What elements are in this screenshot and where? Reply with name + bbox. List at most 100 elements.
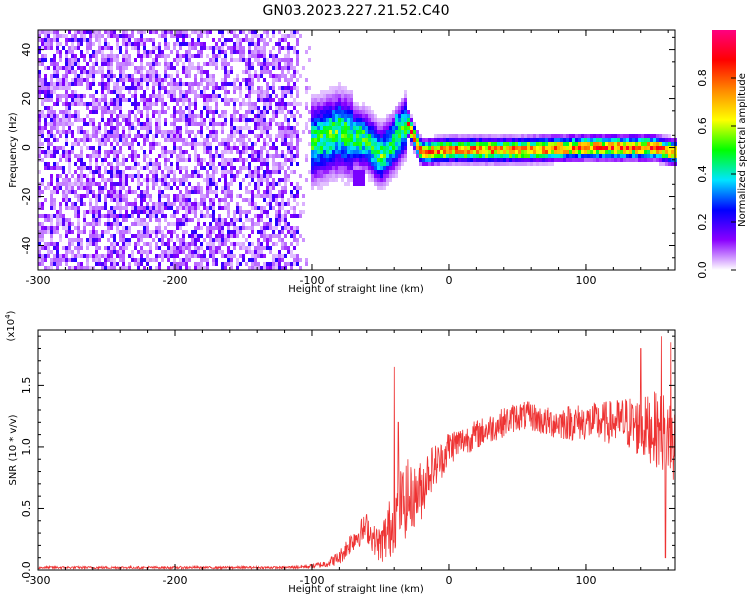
heatmap-cell <box>659 162 662 166</box>
heatmap-cell <box>245 238 248 242</box>
heatmap-cell <box>236 194 239 198</box>
heatmap-cell <box>140 98 143 102</box>
heatmap-cell <box>515 158 518 162</box>
heatmap-cell <box>236 158 239 162</box>
heatmap-cell <box>230 38 233 42</box>
heatmap-cell <box>293 74 296 78</box>
heatmap-cell <box>134 166 137 170</box>
heatmap-cell <box>71 114 74 118</box>
heatmap-cell <box>242 118 245 122</box>
heatmap-cell <box>65 198 68 202</box>
heatmap-cell <box>539 154 542 158</box>
heatmap-cell <box>329 126 332 130</box>
heatmap-cell <box>209 174 212 178</box>
heatmap-cell <box>203 178 206 182</box>
heatmap-cell <box>38 242 41 246</box>
heatmap-cell <box>317 182 320 186</box>
heatmap-cell <box>44 74 47 78</box>
heatmap-cell <box>83 54 86 58</box>
heatmap-cell <box>218 226 221 230</box>
heatmap-cell <box>86 242 89 246</box>
heatmap-cell <box>161 170 164 174</box>
heatmap-cell <box>110 206 113 210</box>
heatmap-cell <box>50 82 53 86</box>
heatmap-cell <box>380 118 383 122</box>
heatmap-cell <box>242 242 245 246</box>
heatmap-cell <box>536 158 539 162</box>
heatmap-cell <box>356 150 359 154</box>
heatmap-cell <box>509 142 512 146</box>
heatmap-cell <box>278 126 281 130</box>
heatmap-cell <box>68 238 71 242</box>
heatmap-cell <box>44 38 47 42</box>
heatmap-cell <box>95 234 98 238</box>
heatmap-cell <box>77 78 80 82</box>
heatmap-cell <box>257 98 260 102</box>
heatmap-cell <box>152 206 155 210</box>
heatmap-cell <box>551 134 554 138</box>
heatmap-cell <box>488 134 491 138</box>
heatmap-cell <box>185 262 188 266</box>
heatmap-cell <box>164 254 167 258</box>
heatmap-cell <box>461 138 464 142</box>
heatmap-cell <box>50 90 53 94</box>
heatmap-cell <box>230 242 233 246</box>
heatmap-cell <box>221 226 224 230</box>
heatmap-cell <box>617 138 620 142</box>
heatmap-cell <box>293 98 296 102</box>
heatmap-cell <box>125 190 128 194</box>
heatmap-cell <box>506 150 509 154</box>
heatmap-cell <box>245 214 248 218</box>
heatmap-cell <box>62 126 65 130</box>
heatmap-cell <box>227 246 230 250</box>
heatmap-cell <box>644 146 647 150</box>
heatmap-cell <box>419 150 422 154</box>
heatmap-cell <box>476 150 479 154</box>
heatmap-cell <box>143 106 146 110</box>
heatmap-cell <box>176 254 179 258</box>
heatmap-cell <box>587 146 590 150</box>
heatmap-cell <box>122 126 125 130</box>
heatmap-cell <box>260 206 263 210</box>
heatmap-cell <box>122 258 125 262</box>
heatmap-cell <box>152 178 155 182</box>
heatmap-cell <box>131 174 134 178</box>
heatmap-cell <box>89 30 92 34</box>
heatmap-cell <box>188 98 191 102</box>
heatmap-cell <box>173 130 176 134</box>
heatmap-cell <box>263 262 266 266</box>
heatmap-cell <box>251 86 254 90</box>
x-tick-label: 100 <box>575 274 596 287</box>
heatmap-cell <box>254 262 257 266</box>
heatmap-cell <box>71 34 74 38</box>
heatmap-cell <box>311 110 314 114</box>
heatmap-cell <box>92 266 95 270</box>
heatmap-cell <box>185 194 188 198</box>
heatmap-cell <box>140 134 143 138</box>
heatmap-cell <box>152 78 155 82</box>
heatmap-cell <box>65 62 68 66</box>
heatmap-cell <box>86 30 89 34</box>
heatmap-cell <box>125 62 128 66</box>
heatmap-cell <box>104 166 107 170</box>
heatmap-cell <box>269 182 272 186</box>
heatmap-cell <box>110 182 113 186</box>
heatmap-cell <box>632 142 635 146</box>
heatmap-cell <box>287 178 290 182</box>
heatmap-cell <box>317 138 320 142</box>
heatmap-cell <box>182 206 185 210</box>
heatmap-cell <box>194 202 197 206</box>
heatmap-cell <box>245 118 248 122</box>
heatmap-cell <box>509 154 512 158</box>
heatmap-cell <box>329 154 332 158</box>
heatmap-cell <box>314 154 317 158</box>
heatmap-cell <box>50 38 53 42</box>
heatmap-cell <box>53 258 56 262</box>
heatmap-cell <box>281 46 284 50</box>
heatmap-cell <box>356 170 359 174</box>
heatmap-cell <box>269 194 272 198</box>
heatmap-cell <box>221 218 224 222</box>
heatmap-cell <box>149 62 152 66</box>
heatmap-cell <box>203 202 206 206</box>
heatmap-cell <box>323 170 326 174</box>
